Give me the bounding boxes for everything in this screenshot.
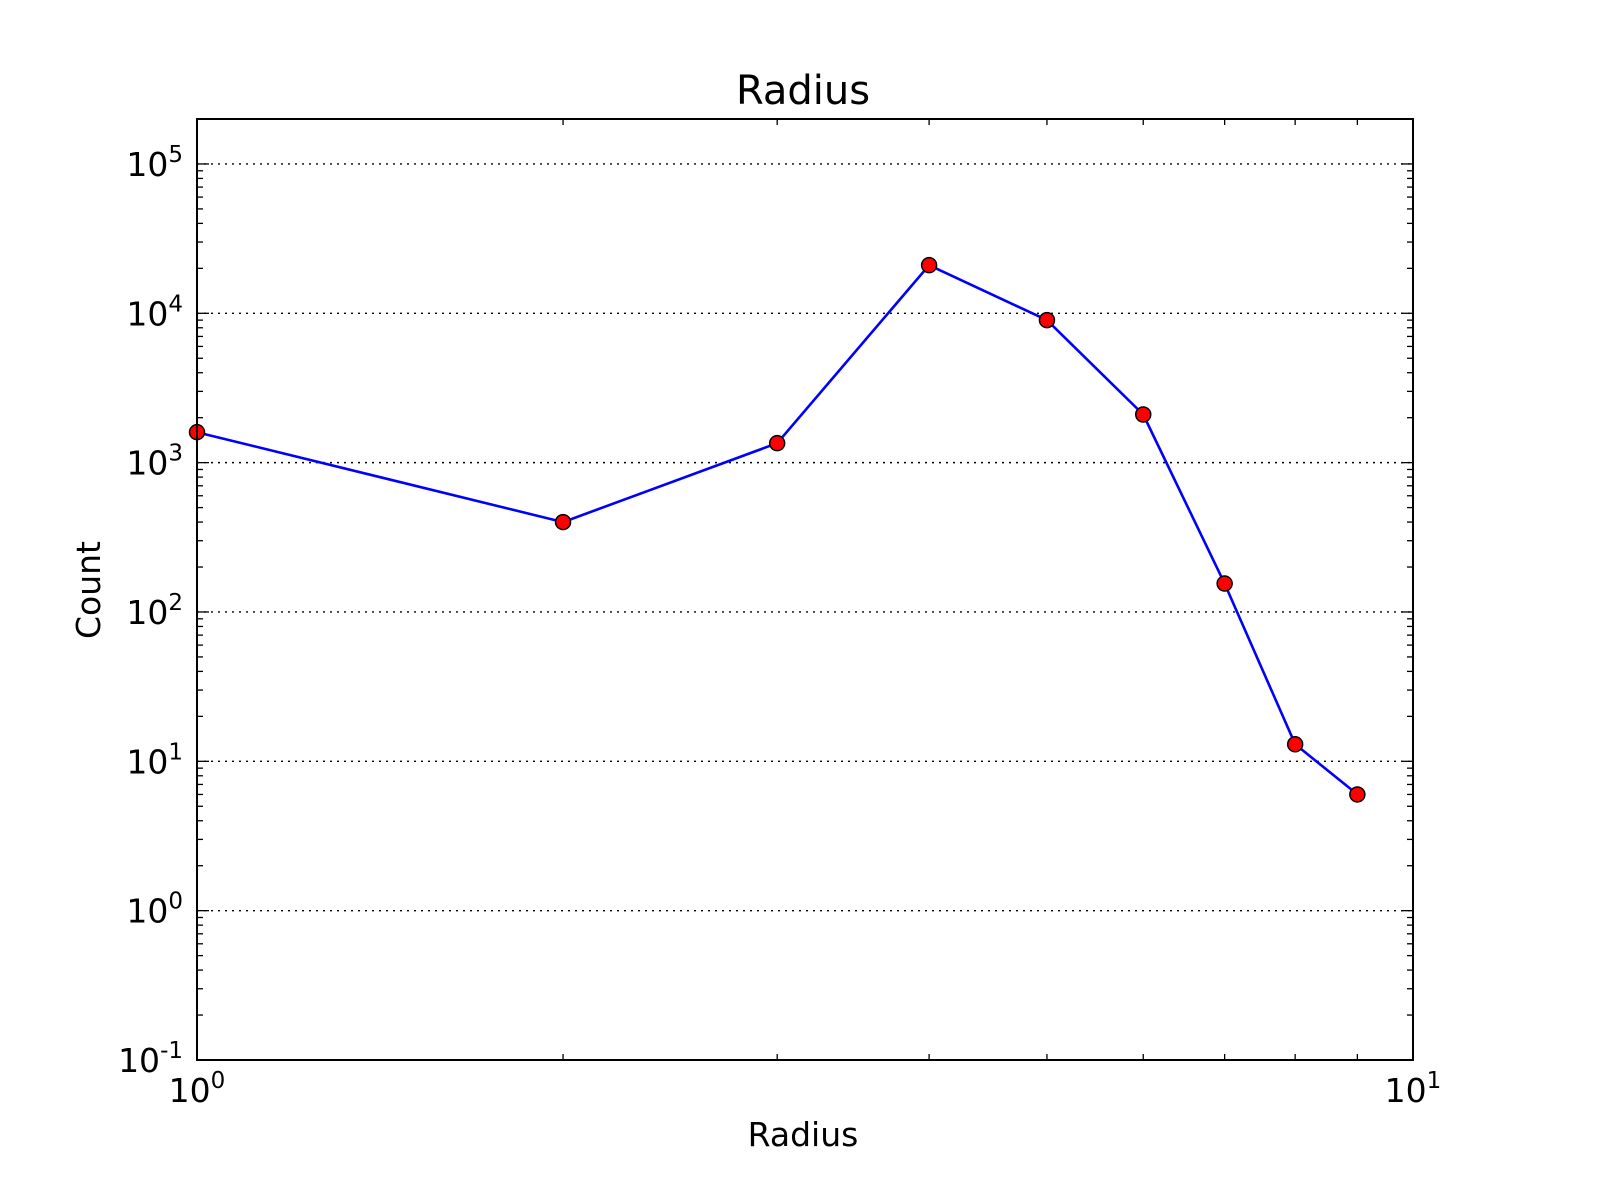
y-tick-label: 100: [126, 889, 183, 931]
data-point: [1349, 786, 1366, 803]
data-point: [1216, 575, 1233, 592]
y-axis-label: Count: [69, 541, 108, 639]
data-point: [1286, 736, 1304, 753]
chart-title: Radius: [736, 68, 870, 114]
data-point: [554, 513, 572, 531]
y-tick-label: 102: [126, 590, 183, 632]
x-tick-label: 100: [169, 1068, 226, 1110]
y-tick-label: 104: [126, 291, 183, 333]
data-point: [768, 434, 786, 452]
data-point: [1134, 406, 1152, 423]
data-series: [188, 256, 1366, 803]
plot-frame: [196, 118, 1414, 1061]
y-tick-label: 105: [126, 142, 183, 184]
y-tick-label: 10-1: [118, 1038, 183, 1080]
y-tick-label: 103: [126, 441, 183, 483]
x-tick-label: 101: [1385, 1068, 1442, 1110]
data-point: [920, 256, 938, 274]
data-point: [1038, 311, 1056, 329]
x-axis-label: Radius: [748, 1115, 859, 1154]
y-tick-label: 101: [126, 739, 183, 781]
